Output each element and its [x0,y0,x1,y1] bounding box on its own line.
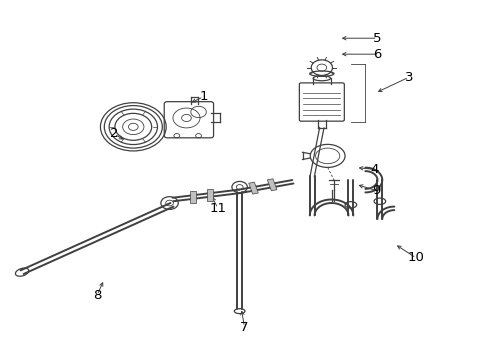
Text: 4: 4 [370,163,378,176]
Text: 11: 11 [209,202,226,215]
Text: 2: 2 [109,127,118,140]
Text: 3: 3 [404,71,412,84]
Text: 8: 8 [93,289,101,302]
Text: 10: 10 [407,252,424,265]
Bar [267,179,276,191]
Text: 7: 7 [240,321,248,334]
Text: 9: 9 [371,184,380,197]
Bar [190,192,196,203]
Text: 1: 1 [199,90,207,103]
Bar [206,189,212,201]
Text: 5: 5 [372,32,381,45]
Text: 6: 6 [372,48,381,61]
Bar [248,182,258,194]
